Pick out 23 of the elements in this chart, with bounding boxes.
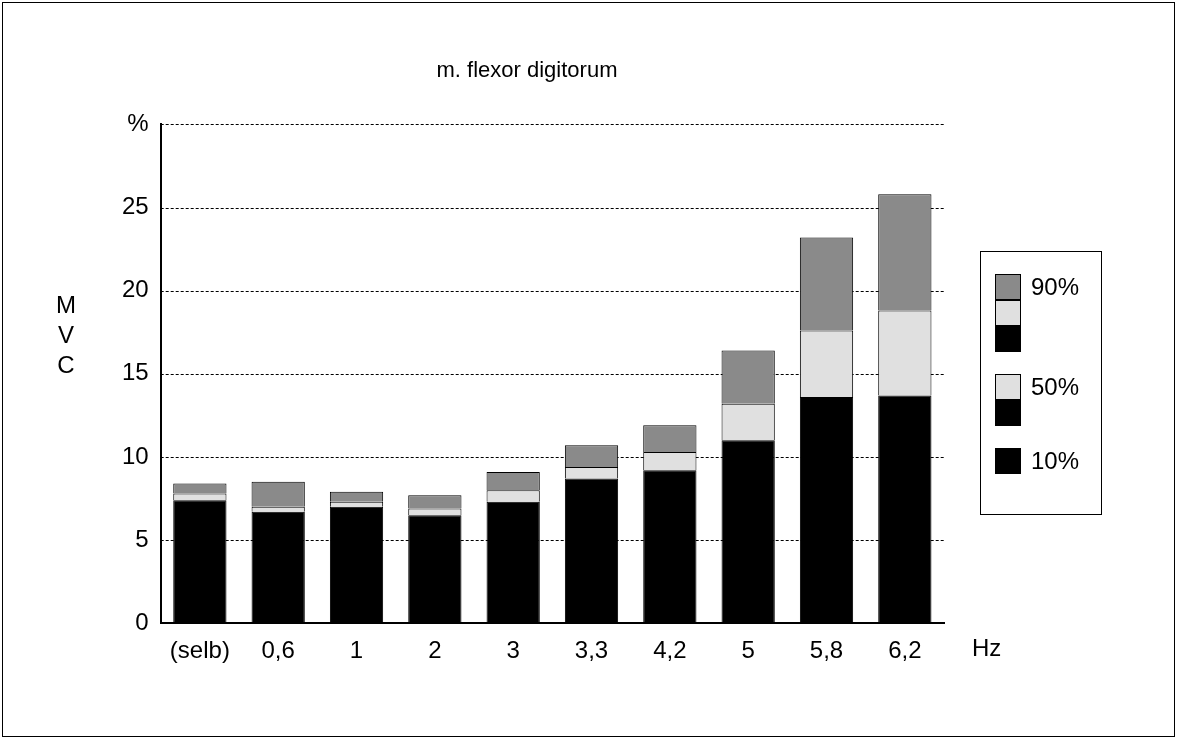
legend-label: 50% [1031,373,1080,400]
x-tick-label: 3 [506,636,520,664]
x-axis-title: Hz [972,633,1002,661]
y-axis-title: MVC [55,290,77,380]
x-tick-label: 5 [741,636,755,664]
x-tick-label: (selb) [169,636,230,664]
x-tick-label: 3,3 [574,636,609,664]
x-tick-label: 6,2 [888,636,922,664]
legend-label: 10% [1031,447,1080,474]
y-tick-label: % [127,109,149,137]
x-tick-label: 2 [428,636,442,664]
legend-label: 90% [1031,273,1080,300]
x-tick-label: 1 [349,636,364,664]
y-tick-label: 15 [121,358,149,386]
x-tick-label: 0,6 [261,636,295,664]
y-tick-label: 5 [135,524,149,552]
y-tick-label: 0 [135,607,149,635]
y-tick-label: 10 [121,441,149,469]
x-tick-label: 5,8 [809,636,844,664]
y-tick-label: 25 [121,192,149,220]
y-tick-label: 20 [121,275,149,303]
x-tick-label: 4,2 [653,636,687,664]
chart-title: m. flexor digitorum [436,57,618,83]
